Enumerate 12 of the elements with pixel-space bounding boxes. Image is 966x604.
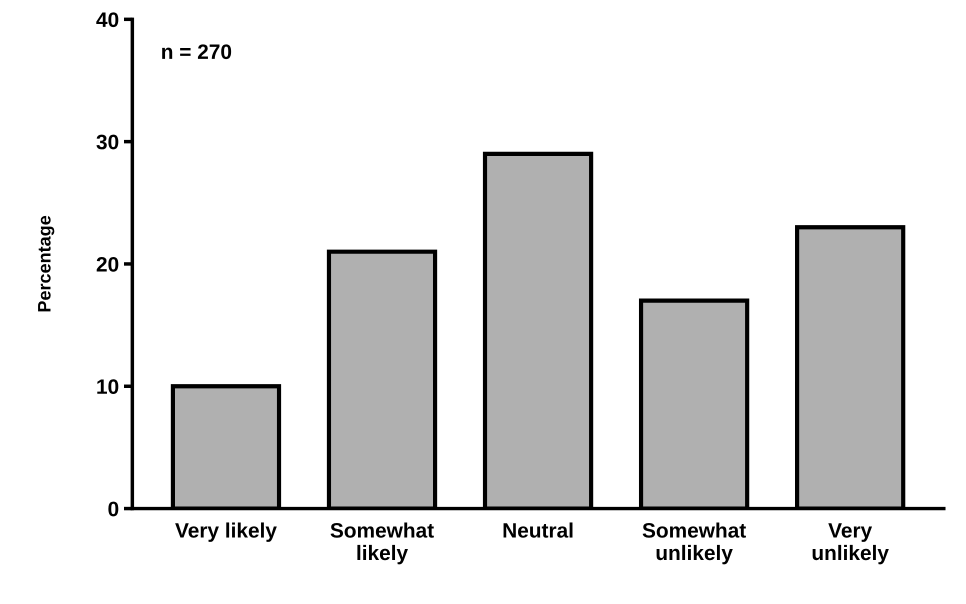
x-tick-label: Very likely [175, 522, 277, 542]
y-tick-label: 20 [96, 256, 118, 272]
x-tick-label: Somewhat likely [330, 522, 434, 564]
annotation: n = 270 [162, 44, 232, 60]
y-tick-label: 30 [96, 134, 118, 150]
y-tick-label: 10 [97, 379, 118, 394]
x-tick-label: Somewhat unlikely [642, 522, 746, 564]
y-tick-label: 40 [96, 12, 118, 28]
y-tick-label: 0 [108, 502, 118, 516]
x-tick-label: Neutral [504, 522, 572, 538]
y-axis-title: Percentage [38, 216, 54, 312]
x-tick-label: Very unlikely [812, 523, 889, 564]
